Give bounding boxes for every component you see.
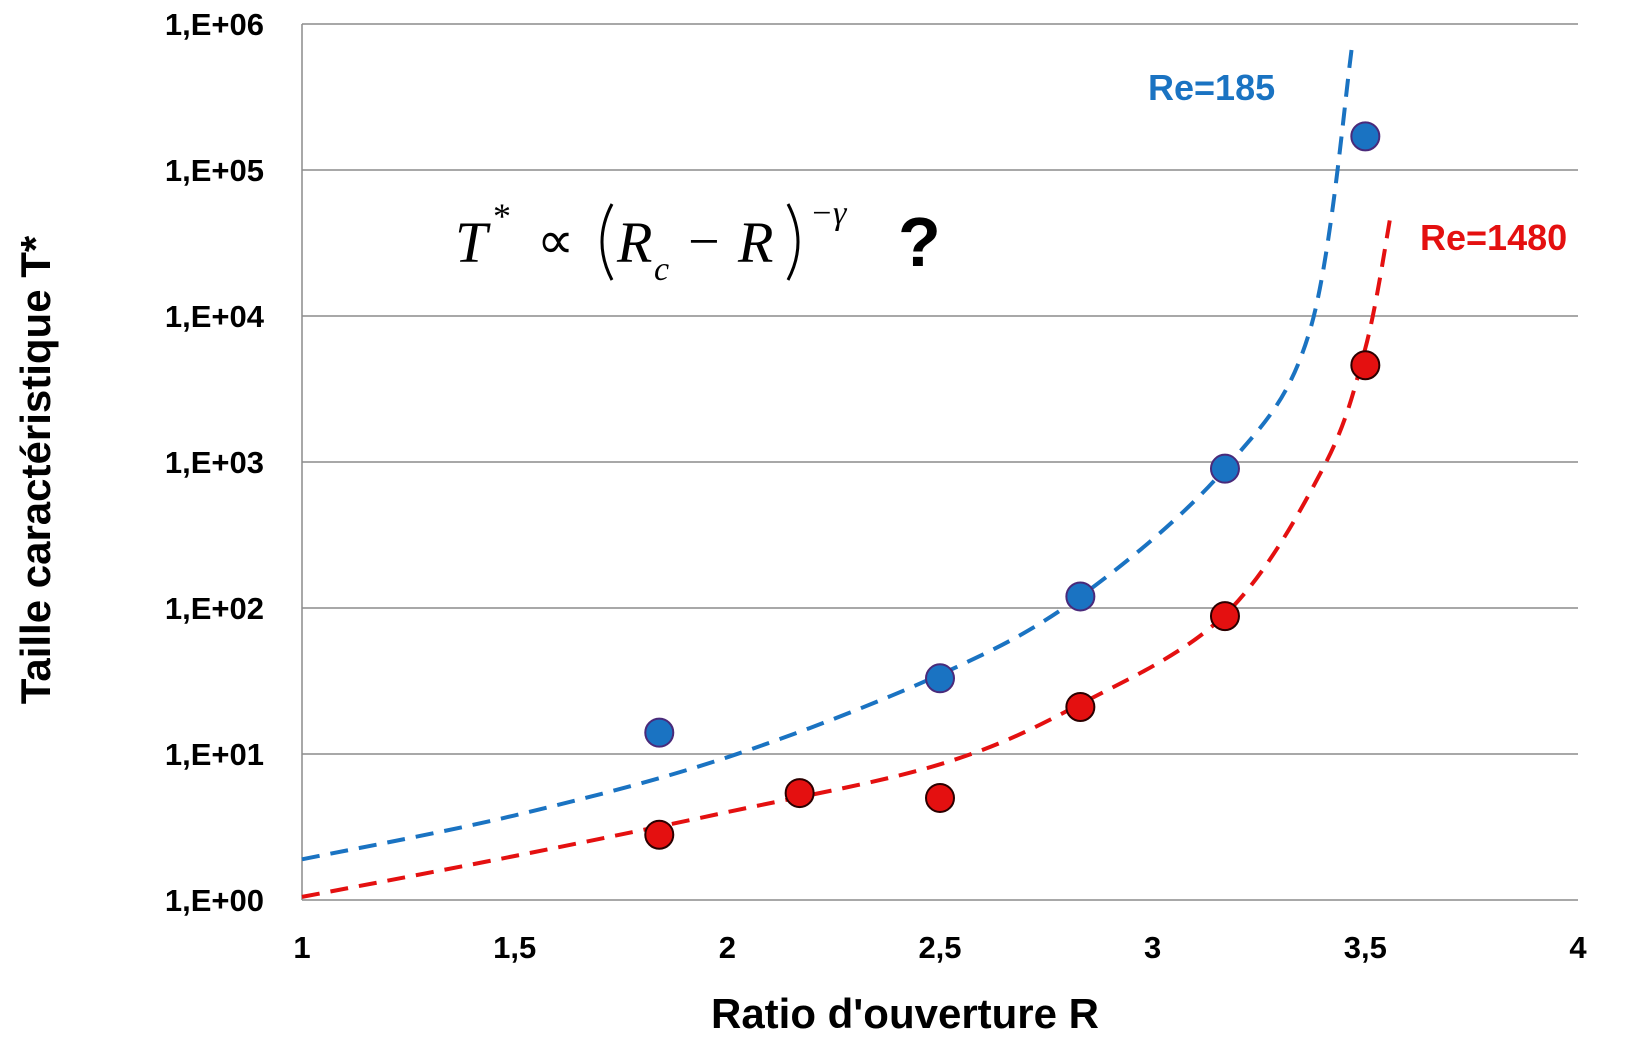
y-tick-label: 1,E+04 — [165, 299, 265, 334]
x-tick-label: 1 — [293, 930, 310, 965]
x-axis-title: Ratio d'ouverture R — [711, 990, 1099, 1037]
formula-sub-var: R — [616, 210, 652, 275]
data-point — [1209, 601, 1240, 632]
formula-lhs-sup: * — [493, 196, 511, 236]
data-point — [644, 819, 675, 850]
grid-lines — [302, 23, 1578, 755]
data-point — [925, 663, 955, 694]
formula-var: R — [737, 210, 773, 275]
x-tick-label: 2,5 — [918, 930, 961, 965]
question-mark: ? — [898, 203, 941, 281]
fit-curves — [301, 41, 1393, 899]
data-point — [925, 782, 955, 813]
series-label-re185: Re=185 — [1148, 67, 1275, 108]
y-tick-label: 1,E+01 — [165, 737, 264, 772]
series-label-re1480: Re=1480 — [1420, 217, 1567, 258]
x-tick-label: 4 — [1569, 930, 1587, 965]
data-point — [1065, 691, 1096, 722]
formula-sub-idx: c — [654, 251, 669, 288]
data-point — [1350, 121, 1381, 152]
axes — [301, 24, 1578, 901]
x-tick-label: 1,5 — [493, 930, 536, 965]
y-tick-label: 1,E+03 — [165, 445, 264, 480]
y-tick-label: 1,E+00 — [165, 883, 264, 918]
formula-open-paren — [600, 203, 614, 281]
data-point — [784, 778, 815, 809]
fit-curve-1 — [301, 213, 1393, 899]
y-tick-label: 1,E+05 — [165, 153, 264, 188]
data-points — [644, 121, 1381, 850]
data-point — [1350, 350, 1381, 381]
formula-prop: ∝ — [537, 213, 574, 270]
x-tick-label: 3 — [1144, 930, 1161, 965]
data-point — [1065, 581, 1096, 612]
y-axis-title: Taille caractéristique T* — [12, 235, 59, 704]
y-tick-label: 1,E+02 — [165, 591, 264, 626]
x-tick-labels: 1 1,5 2 2,5 3 3,5 4 — [293, 930, 1587, 965]
data-point — [644, 717, 675, 748]
formula-exp: −γ — [810, 195, 848, 232]
formula-annotation: T * ∝ R c − R −γ ? — [455, 195, 941, 288]
formula-lhs: T — [455, 210, 491, 275]
fit-curve-0 — [301, 41, 1355, 862]
data-point — [1209, 453, 1240, 484]
y-tick-labels: 1,E+00 1,E+01 1,E+02 1,E+03 1,E+04 1,E+05 1,E+… — [165, 7, 265, 918]
formula-close-paren — [786, 203, 800, 281]
formula-minus: − — [688, 211, 720, 273]
x-tick-label: 2 — [719, 930, 736, 965]
x-tick-label: 3,5 — [1344, 930, 1387, 965]
y-tick-label: 1,E+06 — [165, 7, 264, 42]
